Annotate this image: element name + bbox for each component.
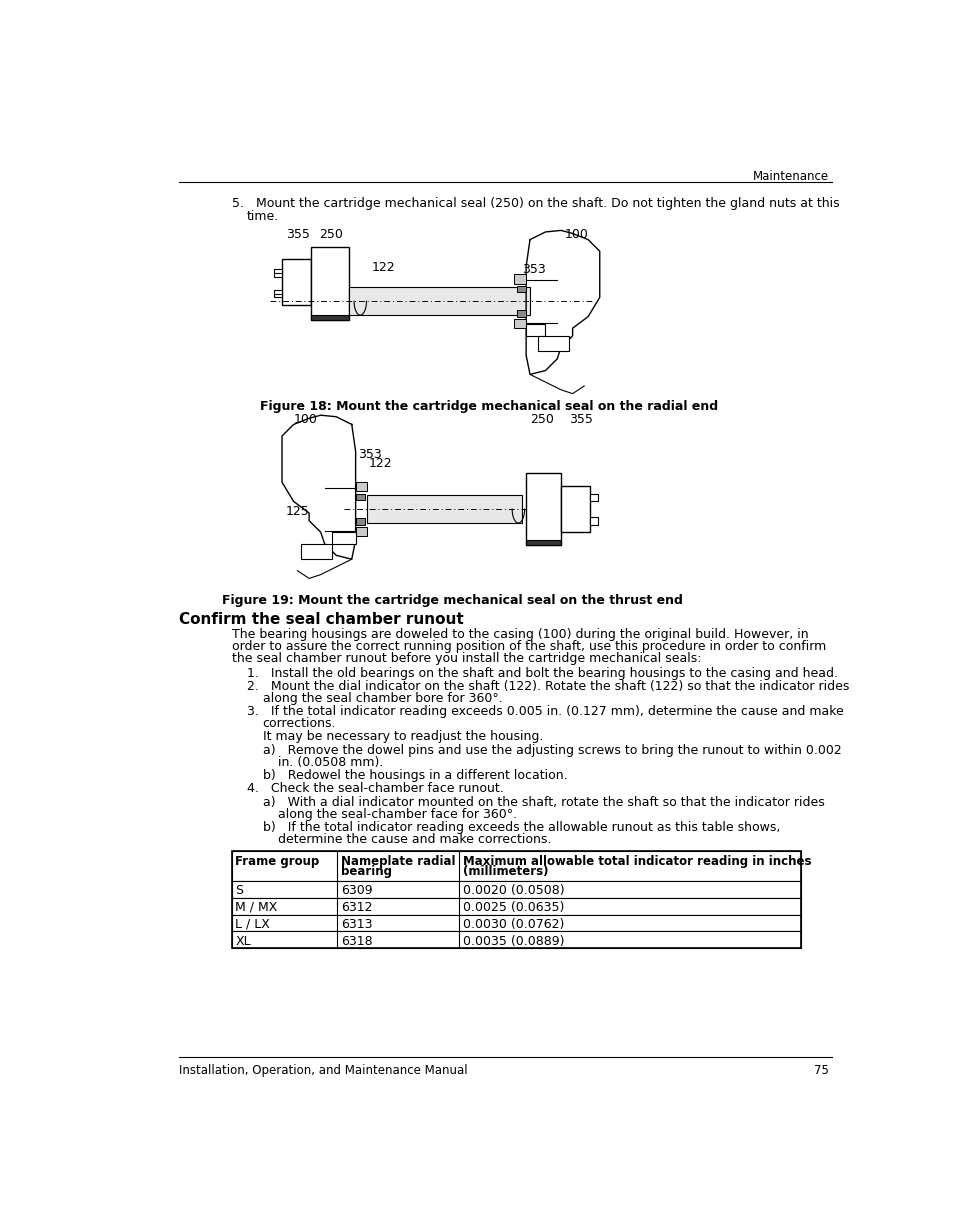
Text: along the seal chamber bore for 360°.: along the seal chamber bore for 360°. [262,692,502,706]
Text: Frame group: Frame group [235,855,319,869]
Bar [517,310,525,317]
Bar [355,482,367,492]
Text: bearing: bearing [340,865,392,879]
Text: a)   With a dial indicator mounted on the shaft, rotate the shaft so that the in: a) With a dial indicator mounted on the … [262,796,823,809]
Bar [311,315,348,320]
Bar [274,269,282,276]
Text: 6309: 6309 [340,883,372,897]
Bar [232,852,801,948]
Text: 0.0020 (0.0508): 0.0020 (0.0508) [463,883,564,897]
Text: the seal chamber runout before you install the cartridge mechanical seals:: the seal chamber runout before you insta… [232,653,700,665]
Text: 0.0030 (0.0762): 0.0030 (0.0762) [463,918,564,930]
Bar [282,259,311,306]
Text: 5.   Mount the cartridge mechanical seal (250) on the shaft. Do not tighten the : 5. Mount the cartridge mechanical seal (… [232,198,839,210]
Bar [355,526,367,536]
Bar [590,517,598,524]
Text: Confirm the seal chamber runout: Confirm the seal chamber runout [179,612,463,627]
Text: 250: 250 [319,228,343,240]
Text: corrections.: corrections. [262,718,335,730]
Text: 100: 100 [294,413,317,426]
Text: 1.   Install the old bearings on the shaft and bolt the bearing housings to the : 1. Install the old bearings on the shaft… [247,666,838,680]
Text: L / LX: L / LX [235,918,270,930]
Text: time.: time. [247,210,279,223]
Text: Nameplate radial: Nameplate radial [340,855,455,869]
Text: 6312: 6312 [340,901,372,914]
Bar [348,287,530,315]
Text: Figure 18: Mount the cartridge mechanical seal on the radial end: Figure 18: Mount the cartridge mechanica… [259,400,718,412]
Text: Maximum allowable total indicator reading in inches: Maximum allowable total indicator readin… [463,855,811,869]
Text: 0.0025 (0.0635): 0.0025 (0.0635) [463,901,564,914]
Bar [332,533,355,544]
Text: S: S [235,883,243,897]
Text: b)   If the total indicator reading exceeds the allowable runout as this table s: b) If the total indicator reading exceed… [262,821,780,834]
Text: XL: XL [235,935,251,947]
Text: 355: 355 [286,228,310,240]
Text: 353: 353 [521,263,545,276]
Bar [232,931,801,948]
Text: 0.0035 (0.0889): 0.0035 (0.0889) [463,935,564,947]
Text: b)   Redowel the housings in a different location.: b) Redowel the housings in a different l… [262,769,567,782]
Bar [560,486,590,533]
Text: along the seal-chamber face for 360°.: along the seal-chamber face for 360°. [278,807,517,821]
Text: a)   Remove the dowel pins and use the adjusting screws to bring the runout to w: a) Remove the dowel pins and use the adj… [262,744,841,757]
Text: 355: 355 [568,413,592,426]
Text: 250: 250 [530,413,554,426]
Bar [232,914,801,931]
Text: 100: 100 [564,228,588,240]
Text: It may be necessary to readjust the housing.: It may be necessary to readjust the hous… [262,730,542,744]
Bar [232,881,801,898]
Bar [525,540,560,545]
Bar [525,324,545,336]
Bar [301,544,332,560]
Text: (millimeters): (millimeters) [463,865,548,879]
Text: determine the cause and make corrections.: determine the cause and make corrections… [278,833,551,847]
Bar [537,336,568,351]
Bar [514,275,525,283]
Text: 3.   If the total indicator reading exceeds 0.005 in. (0.127 mm), determine the : 3. If the total indicator reading exceed… [247,706,843,719]
Text: 75: 75 [814,1064,828,1076]
Text: 122: 122 [372,261,395,274]
Text: 353: 353 [357,448,381,460]
Bar [590,493,598,502]
Bar [311,248,348,320]
Bar [274,290,282,297]
Bar [355,493,365,499]
Text: Figure 19: Mount the cartridge mechanical seal on the thrust end: Figure 19: Mount the cartridge mechanica… [222,594,682,607]
Bar [232,852,801,881]
Bar [525,472,560,545]
Bar [355,518,365,524]
Text: 122: 122 [369,456,392,470]
Bar [232,898,801,914]
Text: The bearing housings are doweled to the casing (100) during the original build. : The bearing housings are doweled to the … [232,628,807,642]
Text: Installation, Operation, and Maintenance Manual: Installation, Operation, and Maintenance… [179,1064,467,1076]
Bar [367,496,521,523]
Text: 4.   Check the seal-chamber face runout.: 4. Check the seal-chamber face runout. [247,783,503,795]
Text: Maintenance: Maintenance [752,171,828,183]
Text: order to assure the correct running position of the shaft, use this procedure in: order to assure the correct running posi… [232,640,825,654]
Text: M / MX: M / MX [235,901,277,914]
Text: 125: 125 [286,506,310,518]
Text: 6313: 6313 [340,918,372,930]
Text: in. (0.0508 mm).: in. (0.0508 mm). [278,756,383,768]
Text: 6318: 6318 [340,935,372,947]
Bar [517,286,525,292]
Text: 2.   Mount the dial indicator on the shaft (122). Rotate the shaft (122) so that: 2. Mount the dial indicator on the shaft… [247,680,848,693]
Bar [514,319,525,328]
